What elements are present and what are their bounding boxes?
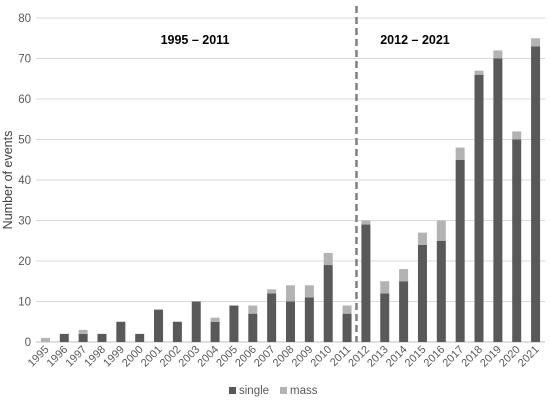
bar-mass-2021 — [531, 38, 541, 47]
bar-mass-2016 — [436, 220, 446, 241]
bar-single-2007 — [267, 293, 277, 342]
bar-single-2005 — [229, 305, 239, 342]
bar-mass-2014 — [399, 269, 409, 282]
bar-mass-2019 — [493, 50, 503, 59]
bar-mass-2015 — [417, 232, 427, 245]
bar-single-2017 — [455, 159, 465, 342]
bars — [40, 38, 541, 342]
bar-mass-2011 — [342, 305, 352, 314]
bar-single-2020 — [512, 139, 522, 342]
bar-mass-1997 — [78, 329, 88, 334]
bar-mass-2008 — [286, 285, 295, 302]
bar-single-2011 — [342, 313, 352, 342]
bar-single-2001 — [154, 309, 164, 342]
y-axis-label: Number of events — [1, 131, 15, 230]
bar-single-2018 — [474, 74, 484, 342]
y-axis-ticks: 0 10 20 30 40 50 60 70 80 — [18, 13, 31, 349]
y-tick-label: 0 — [25, 337, 31, 349]
bar-single-1998 — [97, 333, 107, 342]
bar-single-2008 — [286, 301, 295, 342]
legend-label-mass: mass — [290, 385, 318, 397]
bar-mass-2009 — [304, 285, 314, 298]
bar-single-2016 — [436, 240, 446, 342]
bar-single-2013 — [380, 293, 390, 342]
legend-label-single: single — [239, 385, 269, 397]
bar-mass-1995 — [40, 337, 50, 342]
bar-single-2019 — [493, 58, 503, 342]
bar-mass-2017 — [455, 147, 465, 160]
y-tick-label: 60 — [18, 94, 31, 106]
bar-single-2021 — [531, 46, 541, 342]
bar-single-2010 — [323, 265, 333, 342]
bar-mass-2013 — [380, 281, 390, 294]
bar-single-2003 — [191, 301, 201, 342]
bar-single-2002 — [172, 321, 182, 342]
legend-swatch-single — [229, 387, 236, 394]
y-tick-label: 70 — [18, 54, 31, 66]
bar-single-2006 — [248, 313, 258, 342]
y-tick-label: 50 — [18, 135, 31, 147]
legend: single mass — [229, 385, 318, 397]
bar-mass-2020 — [512, 131, 522, 140]
bar-single-2015 — [417, 244, 427, 342]
bar-single-1997 — [78, 333, 88, 342]
bar-single-2012 — [361, 224, 371, 342]
bar-mass-2018 — [474, 70, 484, 75]
bar-mass-2006 — [248, 305, 258, 314]
gridlines — [36, 17, 545, 343]
bar-single-2004 — [210, 321, 220, 342]
bar-single-2009 — [304, 297, 314, 342]
bar-single-1996 — [59, 333, 69, 342]
bar-mass-2012 — [361, 220, 371, 225]
bar-single-2014 — [399, 281, 409, 342]
y-tick-label: 10 — [18, 297, 31, 309]
legend-swatch-mass — [280, 387, 287, 394]
x-axis-ticks: 1995199619971998199920002001200220032004… — [26, 344, 542, 370]
bar-mass-2007 — [267, 289, 277, 294]
bar-mass-2004 — [210, 317, 220, 322]
period-label-right: 2012 – 2021 — [380, 33, 450, 47]
y-tick-label: 40 — [18, 175, 31, 187]
y-tick-label: 80 — [18, 13, 31, 25]
y-tick-label: 30 — [18, 216, 31, 228]
x-tick-label: 2021 — [516, 344, 542, 370]
bar-single-2000 — [135, 333, 145, 342]
bar-single-1999 — [116, 321, 126, 342]
bar-mass-2010 — [323, 252, 333, 266]
y-tick-label: 20 — [18, 256, 31, 268]
period-label-left: 1995 – 2011 — [161, 33, 230, 47]
